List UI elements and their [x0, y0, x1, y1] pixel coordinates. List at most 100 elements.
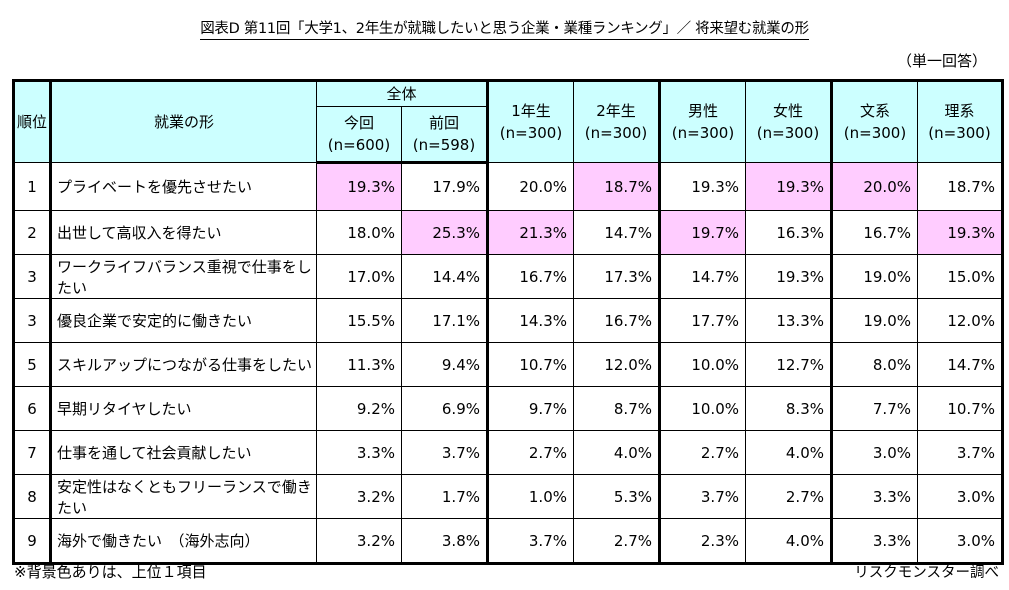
rank-cell: 3 [13, 298, 52, 343]
rank-cell: 7 [13, 430, 52, 475]
value-cell: 6.9% [401, 386, 489, 431]
value-cell: 9.7% [487, 386, 574, 431]
value-cell: 19.7% [659, 210, 746, 255]
value-cell: 15.0% [917, 254, 1003, 299]
item-cell: プライベートを優先させたい [50, 162, 317, 211]
value-cell: 10.0% [659, 342, 746, 387]
value-cell: 7.7% [831, 386, 918, 431]
value-cell: 17.7% [659, 298, 746, 343]
value-cell: 2.3% [659, 518, 746, 564]
value-cell: 19.0% [831, 298, 918, 343]
value-cell: 3.2% [316, 518, 402, 564]
header-col: 文系 (n=300) [831, 80, 918, 163]
header-col-label: 文系 [859, 102, 890, 120]
value-cell: 10.7% [487, 342, 574, 387]
value-cell: 14.4% [401, 254, 489, 299]
item-cell: 海外で働きたい （海外志向） [50, 518, 317, 564]
value-cell: 2.7% [573, 518, 661, 564]
table-row: 6 早期リタイヤしたい 9.2% 6.9% 9.7% 8.7% 10.0% 8.3% 7.7% 1… [13, 386, 1003, 431]
header-col-label: 2年生 [596, 102, 636, 120]
value-cell: 21.3% [487, 210, 574, 255]
value-cell: 4.0% [745, 518, 833, 564]
value-cell: 16.7% [831, 210, 918, 255]
rank-cell: 8 [13, 474, 52, 519]
header-col-n: (n=300) [928, 124, 991, 142]
value-cell: 17.1% [401, 298, 489, 343]
rank-cell: 2 [13, 210, 52, 255]
rank-cell: 1 [13, 162, 52, 211]
header-col-label: 1年生 [511, 102, 551, 120]
value-cell: 9.4% [401, 342, 489, 387]
source-note: リスクモンスター調べ [854, 565, 999, 581]
value-cell: 3.7% [487, 518, 574, 564]
value-cell: 10.7% [917, 386, 1003, 431]
table-title: 図表D 第11回「大学1、2年生が就職したいと思う企業・業種ランキング」／ 将来… [0, 17, 1009, 40]
value-cell: 19.0% [831, 254, 918, 299]
value-cell: 12.7% [745, 342, 833, 387]
value-cell: 16.3% [745, 210, 833, 255]
value-cell: 1.0% [487, 474, 574, 519]
value-cell: 8.7% [573, 386, 661, 431]
value-cell: 11.3% [316, 342, 402, 387]
header-col: 今回 (n=600) [316, 106, 402, 164]
value-cell: 15.5% [316, 298, 402, 343]
rank-cell: 5 [13, 342, 52, 387]
value-cell: 3.7% [401, 430, 489, 475]
value-cell: 20.0% [487, 162, 574, 211]
ranking-table: 順位 就業の形 全体 1年生 (n=300) 2年生 (n=300) 男性 (n=30… [12, 79, 1004, 565]
value-cell: 3.0% [831, 430, 918, 475]
table-row: 8 安定性はなくともフリーランスで働きたい 3.2% 1.7% 1.0% 5.3% 3.7%… [13, 474, 1003, 519]
value-cell: 1.7% [401, 474, 489, 519]
header-col: 前回 (n=598) [401, 106, 489, 164]
header-col-n: (n=300) [671, 124, 735, 142]
rank-cell: 9 [13, 518, 52, 564]
item-cell: 優良企業で安定的に働きたい [50, 298, 317, 343]
value-cell: 3.0% [917, 518, 1003, 564]
value-cell: 20.0% [831, 162, 918, 211]
item-cell: 早期リタイヤしたい [50, 386, 317, 431]
value-cell: 3.3% [831, 474, 918, 519]
table-row: 7 仕事を通して社会貢献したい 3.3% 3.7% 2.7% 4.0% 2.7% 4.0% 3.… [13, 430, 1003, 475]
rank-cell: 6 [13, 386, 52, 431]
table-row: 1 プライベートを優先させたい 19.3% 17.9% 20.0% 18.7% 19.3% 1… [13, 162, 1003, 211]
header-col: 男性 (n=300) [659, 80, 746, 163]
value-cell: 19.3% [659, 162, 746, 211]
value-cell: 14.7% [573, 210, 661, 255]
header-col: 2年生 (n=300) [573, 80, 661, 163]
value-cell: 17.0% [316, 254, 402, 299]
value-cell: 3.0% [917, 474, 1003, 519]
header-col-label: 前回 [428, 114, 459, 132]
header-col-label: 女性 [772, 102, 803, 120]
table-row: 9 海外で働きたい （海外志向） 3.2% 3.8% 3.7% 2.7% 2.3% 4.0% 3… [13, 518, 1003, 564]
header-item: 就業の形 [50, 80, 317, 163]
value-cell: 12.0% [573, 342, 661, 387]
value-cell: 10.0% [659, 386, 746, 431]
value-cell: 3.7% [659, 474, 746, 519]
value-cell: 8.3% [745, 386, 833, 431]
table-row: 2 出世して高収入を得たい 18.0% 25.3% 21.3% 14.7% 19.7% 16.… [13, 210, 1003, 255]
value-cell: 14.7% [917, 342, 1003, 387]
header-rank: 順位 [13, 80, 52, 163]
header-group-all: 全体 [316, 80, 489, 107]
header-col: 理系 (n=300) [917, 80, 1003, 163]
item-cell: スキルアップにつながる仕事をしたい [50, 342, 317, 387]
value-cell: 9.2% [316, 386, 402, 431]
item-cell: ワークライフバランス重視で仕事をしたい [50, 254, 317, 299]
header-col-label: 理系 [944, 102, 975, 120]
value-cell: 18.7% [917, 162, 1003, 211]
value-cell: 18.7% [573, 162, 661, 211]
header-col: 1年生 (n=300) [487, 80, 574, 163]
value-cell: 18.0% [316, 210, 402, 255]
value-cell: 2.7% [659, 430, 746, 475]
answer-type-note: （単一回答） [896, 52, 987, 70]
value-cell: 16.7% [573, 298, 661, 343]
value-cell: 19.3% [745, 254, 833, 299]
item-cell: 安定性はなくともフリーランスで働きたい [50, 474, 317, 519]
header-col-n: (n=300) [499, 124, 563, 142]
value-cell: 19.3% [316, 162, 402, 211]
value-cell: 3.2% [316, 474, 402, 519]
value-cell: 4.0% [745, 430, 833, 475]
value-cell: 2.7% [487, 430, 574, 475]
header-col-n: (n=300) [584, 124, 648, 142]
value-cell: 16.7% [487, 254, 574, 299]
